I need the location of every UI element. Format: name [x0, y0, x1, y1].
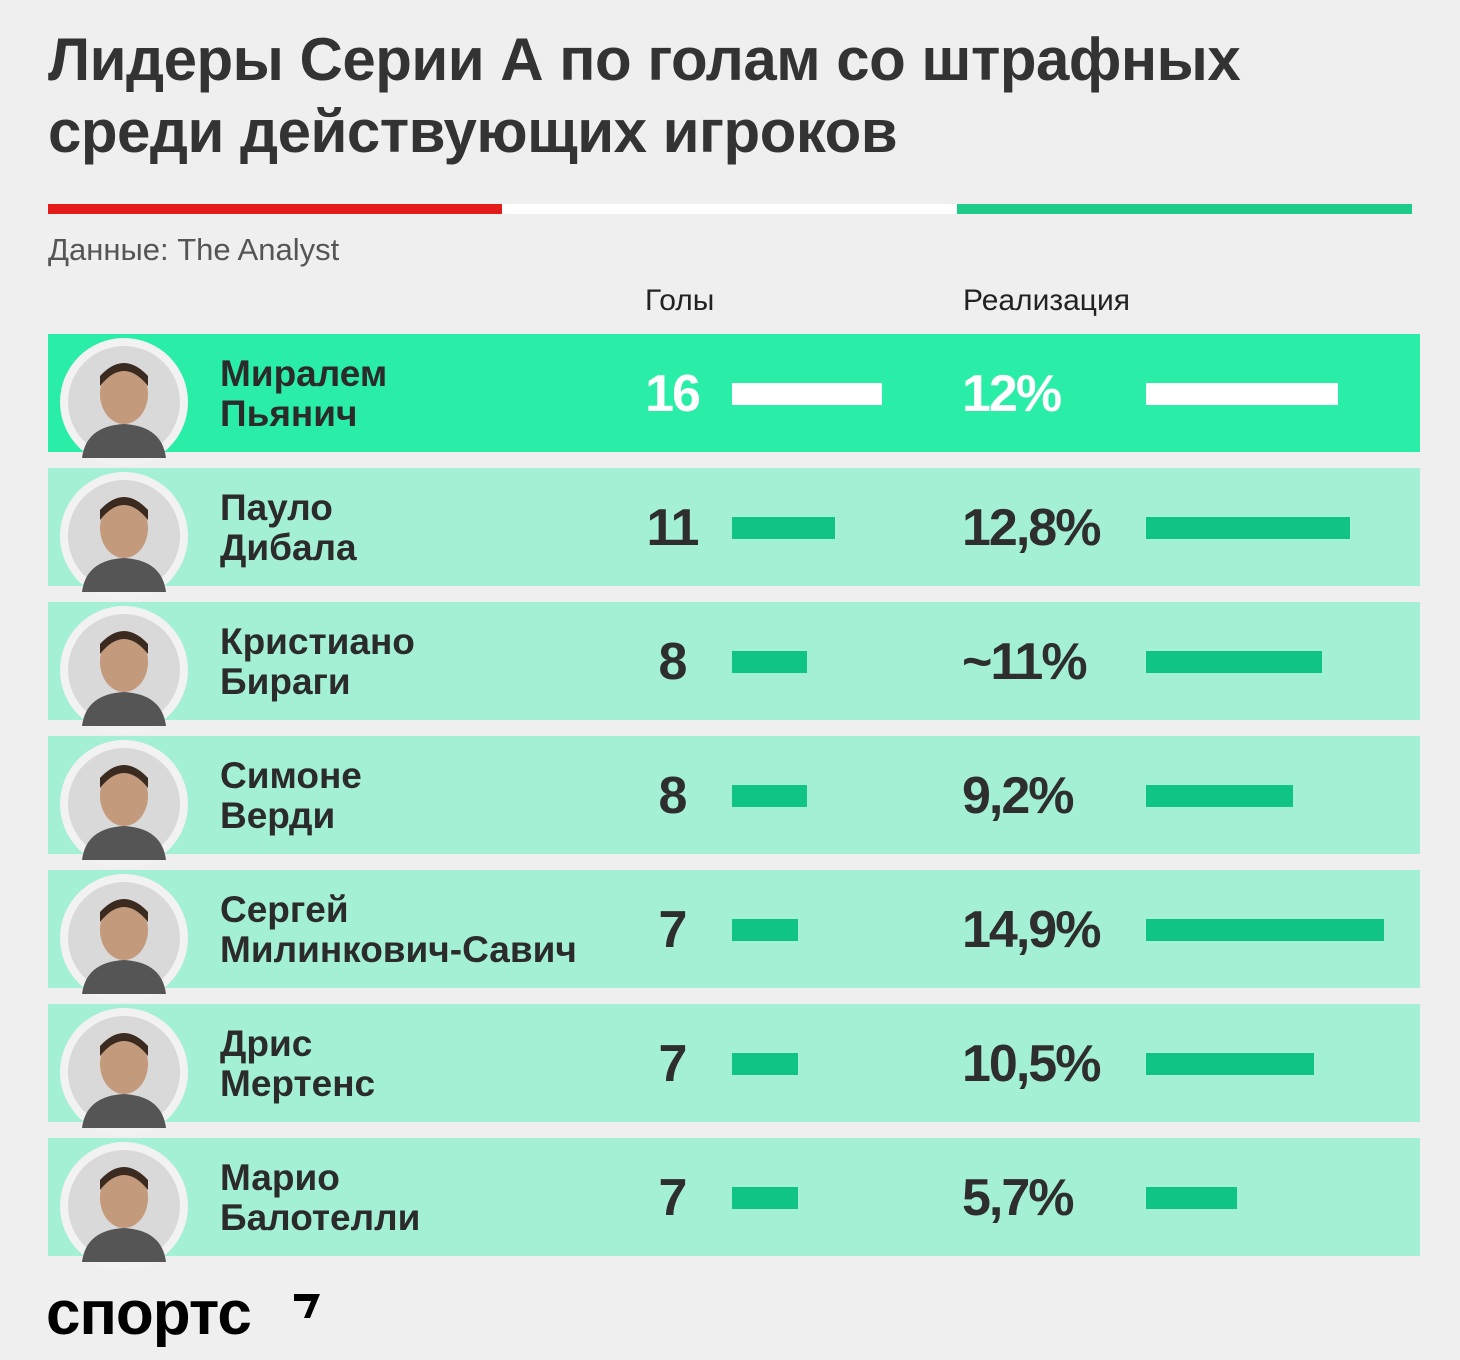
- data-source: Данные: The Analyst: [48, 232, 340, 267]
- player-avatar: [60, 1142, 188, 1270]
- conversion-value: 10,5%: [962, 1035, 1101, 1093]
- player-last-name: Верди: [220, 795, 336, 836]
- player-photo-icon: [68, 614, 180, 726]
- title-line-2: среди действующих игроков: [48, 98, 898, 165]
- player-name: Сергей Милинкович-Савич: [220, 890, 577, 970]
- conversion-value: 5,7%: [962, 1169, 1075, 1227]
- player-last-name: Бираги: [220, 661, 351, 702]
- column-header-goals: Голы: [645, 284, 715, 317]
- sports-logo: спортс: [46, 1279, 252, 1348]
- table-row: Пауло Дибала 11 12,8%: [48, 468, 1420, 600]
- goals-bar: [732, 919, 798, 941]
- player-first-name: Сергей: [220, 889, 349, 930]
- player-name: Миралем Пьянич: [220, 354, 387, 434]
- goals-bar: [732, 651, 807, 673]
- player-name: Марио Балотелли: [220, 1158, 420, 1238]
- table-row: Миралем Пьянич 16 12%: [48, 334, 1420, 466]
- goals-value: 11: [646, 499, 700, 557]
- goals-bar: [732, 1053, 798, 1075]
- player-avatar: [60, 338, 188, 466]
- player-photo-icon: [68, 346, 180, 458]
- conversion-value: ~11%: [962, 633, 1088, 691]
- goals-value: 16: [645, 365, 701, 423]
- player-photo-icon: [68, 1016, 180, 1128]
- player-name: Пауло Дибала: [220, 488, 357, 568]
- chart-title: Лидеры Серии А по голам со штрафных сред…: [48, 24, 1438, 168]
- player-name: Кристиано Бираги: [220, 622, 415, 702]
- logo-mark-icon: [294, 1294, 320, 1318]
- table-row: Сергей Милинкович-Савич 7 14,9%: [48, 870, 1420, 1002]
- player-photo-icon: [68, 480, 180, 592]
- conversion-bar: [1146, 383, 1338, 405]
- player-name: Дрис Мертенс: [220, 1024, 375, 1104]
- player-name: Симоне Верди: [220, 756, 362, 836]
- player-last-name: Балотелли: [220, 1197, 421, 1238]
- player-photo-icon: [68, 882, 180, 994]
- goals-bar: [732, 1187, 798, 1209]
- table-row: Кристиано Бираги 8 ~11%: [48, 602, 1420, 734]
- goals-value: 7: [658, 901, 688, 959]
- conversion-bar: [1146, 785, 1293, 807]
- player-avatar: [60, 1008, 188, 1136]
- goals-value: 7: [658, 1035, 688, 1093]
- goals-bar: [732, 517, 835, 539]
- table-row: Дрис Мертенс 7 10,5%: [48, 1004, 1420, 1136]
- player-first-name: Симоне: [220, 755, 362, 796]
- column-header-conversion: Реализация: [963, 284, 1130, 317]
- goals-bar: [732, 383, 882, 405]
- player-first-name: Марио: [220, 1157, 340, 1198]
- table-row: Симоне Верди 8 9,2%: [48, 736, 1420, 868]
- player-avatar: [60, 472, 188, 600]
- conversion-bar: [1146, 651, 1322, 673]
- player-last-name: Мертенс: [220, 1063, 376, 1104]
- table-row: Марио Балотелли 7 5,7%: [48, 1138, 1420, 1270]
- player-table: Миралем Пьянич 16 12% Пауло Дибала 11 12,8% Крис…: [48, 334, 1420, 1272]
- player-first-name: Кристиано: [220, 621, 415, 662]
- flag-stripe-white: [502, 204, 957, 214]
- player-first-name: Миралем: [220, 353, 388, 394]
- conversion-value: 9,2%: [962, 767, 1075, 825]
- player-first-name: Дрис: [220, 1023, 313, 1064]
- goals-bar: [732, 785, 807, 807]
- goals-value: 7: [658, 1169, 688, 1227]
- goals-value: 8: [658, 633, 688, 691]
- player-photo-icon: [68, 748, 180, 860]
- player-avatar: [60, 606, 188, 734]
- player-avatar: [60, 874, 188, 1002]
- conversion-bar: [1146, 1187, 1237, 1209]
- player-last-name: Дибала: [220, 527, 357, 568]
- player-first-name: Пауло: [220, 487, 333, 528]
- player-last-name: Пьянич: [220, 393, 358, 434]
- conversion-value: 12,8%: [962, 499, 1101, 557]
- conversion-value: 14,9%: [962, 901, 1101, 959]
- goals-value: 8: [658, 767, 688, 825]
- player-photo-icon: [68, 1150, 180, 1262]
- player-last-name: Милинкович-Савич: [220, 929, 577, 970]
- conversion-value: 12%: [962, 365, 1062, 423]
- conversion-bar: [1146, 517, 1350, 539]
- conversion-bar: [1146, 1053, 1314, 1075]
- flag-stripe-red: [48, 204, 502, 214]
- title-line-1: Лидеры Серии А по голам со штрафных: [48, 26, 1241, 93]
- flag-stripe-green: [957, 204, 1412, 214]
- conversion-bar: [1146, 919, 1384, 941]
- player-avatar: [60, 740, 188, 868]
